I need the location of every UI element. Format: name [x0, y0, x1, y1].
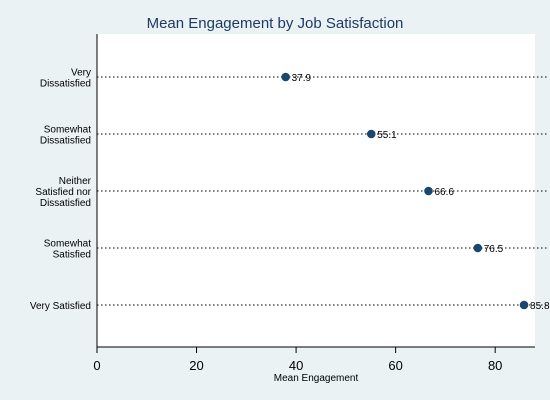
category-label-line: Dissatisfied — [40, 79, 91, 90]
data-points: 37.9 55.1 66.6 76.5 85.8 — [281, 72, 550, 312]
data-label: 85.8 — [530, 301, 550, 312]
x-tick-label: 20 — [189, 358, 203, 373]
x-tick-label: 0 — [93, 358, 100, 373]
category-label: Neither Satisfied nor Dissatisfied — [35, 176, 91, 209]
data-label: 55.1 — [377, 130, 397, 141]
category-label-line: Somewhat — [44, 239, 91, 250]
x-tick-label: 40 — [289, 358, 303, 373]
data-point — [281, 72, 290, 82]
category-gridlines — [97, 76, 548, 306]
category-label-line: Dissatisfied — [40, 198, 91, 209]
category-label: Very Dissatisfied — [40, 68, 91, 90]
category-label-line: Very — [71, 68, 91, 79]
data-point — [519, 300, 529, 310]
data-label: 37.9 — [292, 73, 312, 84]
data-label: 66.6 — [434, 187, 454, 198]
category-label-line: Satisfied nor — [35, 187, 91, 198]
data-point — [424, 186, 433, 196]
category-label-line: Very Satisfied — [30, 301, 91, 312]
category-label-line: Somewhat — [44, 125, 91, 136]
category-label: Very Satisfied — [30, 301, 91, 312]
x-tick-label: 80 — [488, 358, 502, 373]
x-axis-ticks: 0 20 40 60 80 — [93, 347, 502, 373]
category-label: Somewhat Satisfied — [44, 239, 91, 261]
category-label-line: Neither — [59, 176, 92, 187]
category-label: Somewhat Dissatisfied — [40, 125, 91, 147]
x-axis-title: Mean Engagement — [274, 373, 359, 384]
category-label-line: Dissatisfied — [40, 136, 91, 147]
category-label-line: Satisfied — [53, 250, 91, 261]
x-tick-label: 60 — [388, 358, 402, 373]
data-point — [366, 129, 376, 139]
chart-title: Mean Engagement by Job Satisfaction — [147, 15, 404, 32]
data-label: 76.5 — [484, 244, 504, 255]
data-point — [473, 243, 483, 253]
